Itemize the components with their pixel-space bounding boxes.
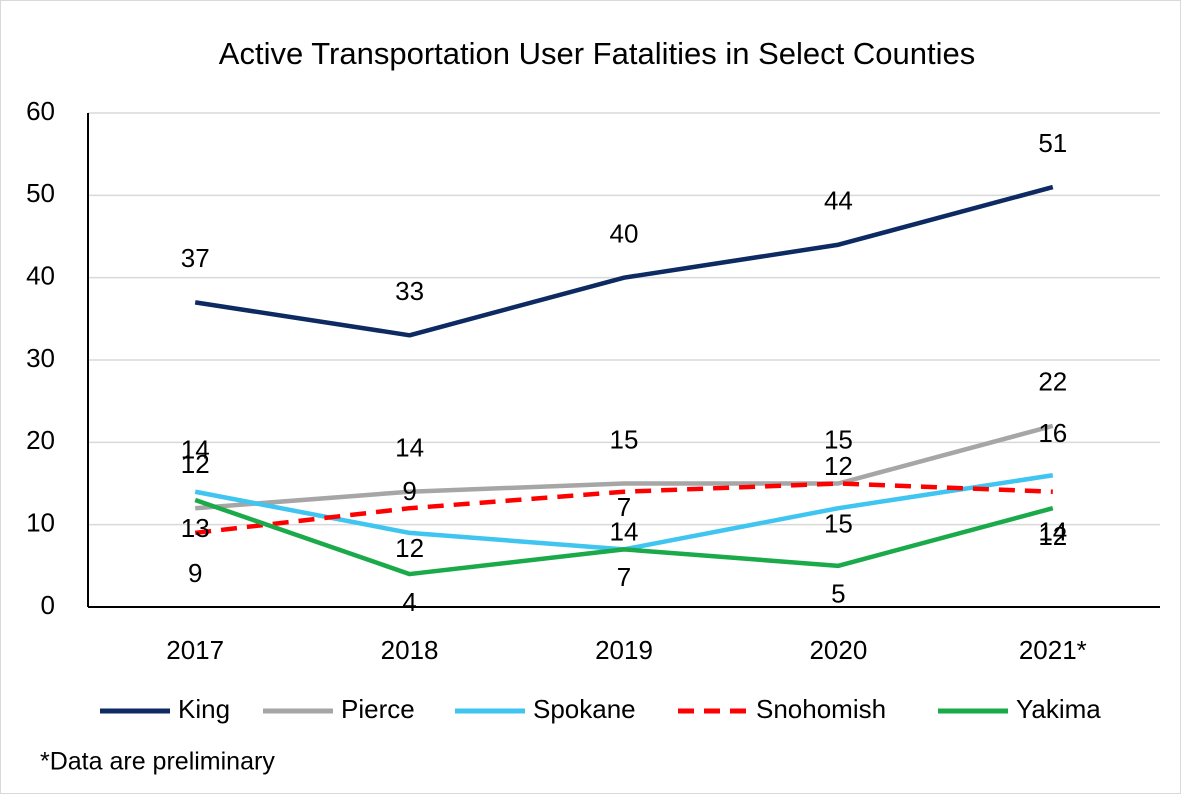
data-label: 7 — [617, 492, 631, 522]
data-label: 14 — [395, 433, 424, 463]
data-label: 14 — [610, 517, 639, 547]
data-label: 15 — [824, 508, 853, 538]
series-line — [194, 497, 1054, 577]
data-label: 7 — [617, 562, 631, 592]
data-label: 14 — [181, 435, 210, 465]
data-label: 9 — [188, 558, 202, 588]
data-label: 9 — [402, 476, 416, 506]
series-line — [194, 481, 1053, 536]
data-label: 51 — [1038, 128, 1067, 158]
data-label: 14 — [1038, 517, 1067, 547]
y-tick-label: 0 — [41, 590, 55, 620]
data-label: 4 — [402, 587, 416, 617]
data-label: 12 — [824, 451, 853, 481]
x-tick-label: 2018 — [381, 635, 439, 665]
chart-title: Active Transportation User Fatalities in… — [219, 36, 975, 71]
legend-label: Snohomish — [756, 694, 886, 724]
legend-label: Spokane — [533, 694, 636, 724]
data-label: 40 — [610, 219, 639, 249]
y-tick-label: 50 — [26, 178, 55, 208]
y-tick-label: 60 — [26, 96, 55, 126]
data-label: 12 — [395, 533, 424, 563]
data-label: 15 — [610, 424, 639, 454]
data-label: 33 — [395, 276, 424, 306]
y-tick-label: 10 — [26, 508, 55, 538]
data-label: 22 — [1038, 367, 1067, 397]
data-label: 12 — [181, 449, 210, 479]
data-label: 15 — [824, 424, 853, 454]
legend-label: King — [178, 694, 230, 724]
data-label: 13 — [181, 513, 210, 543]
x-tick-label: 2020 — [809, 635, 867, 665]
data-label: 44 — [824, 186, 853, 216]
x-tick-label: 2019 — [595, 635, 653, 665]
footnote: *Data are preliminary — [40, 748, 275, 776]
data-label: 12 — [1038, 521, 1067, 551]
legend-label: Yakima — [1016, 694, 1101, 724]
data-label: 16 — [1038, 418, 1067, 448]
y-tick-label: 30 — [26, 343, 55, 373]
series-line — [195, 423, 1054, 511]
x-tick-label: 2017 — [166, 635, 224, 665]
y-tick-label: 40 — [26, 261, 55, 291]
legend-label: Pierce — [341, 694, 415, 724]
x-tick-label: 2021* — [1019, 635, 1087, 665]
data-label: 5 — [831, 579, 845, 609]
series-line — [194, 184, 1054, 338]
data-label: 37 — [181, 243, 210, 273]
y-tick-label: 20 — [26, 425, 55, 455]
